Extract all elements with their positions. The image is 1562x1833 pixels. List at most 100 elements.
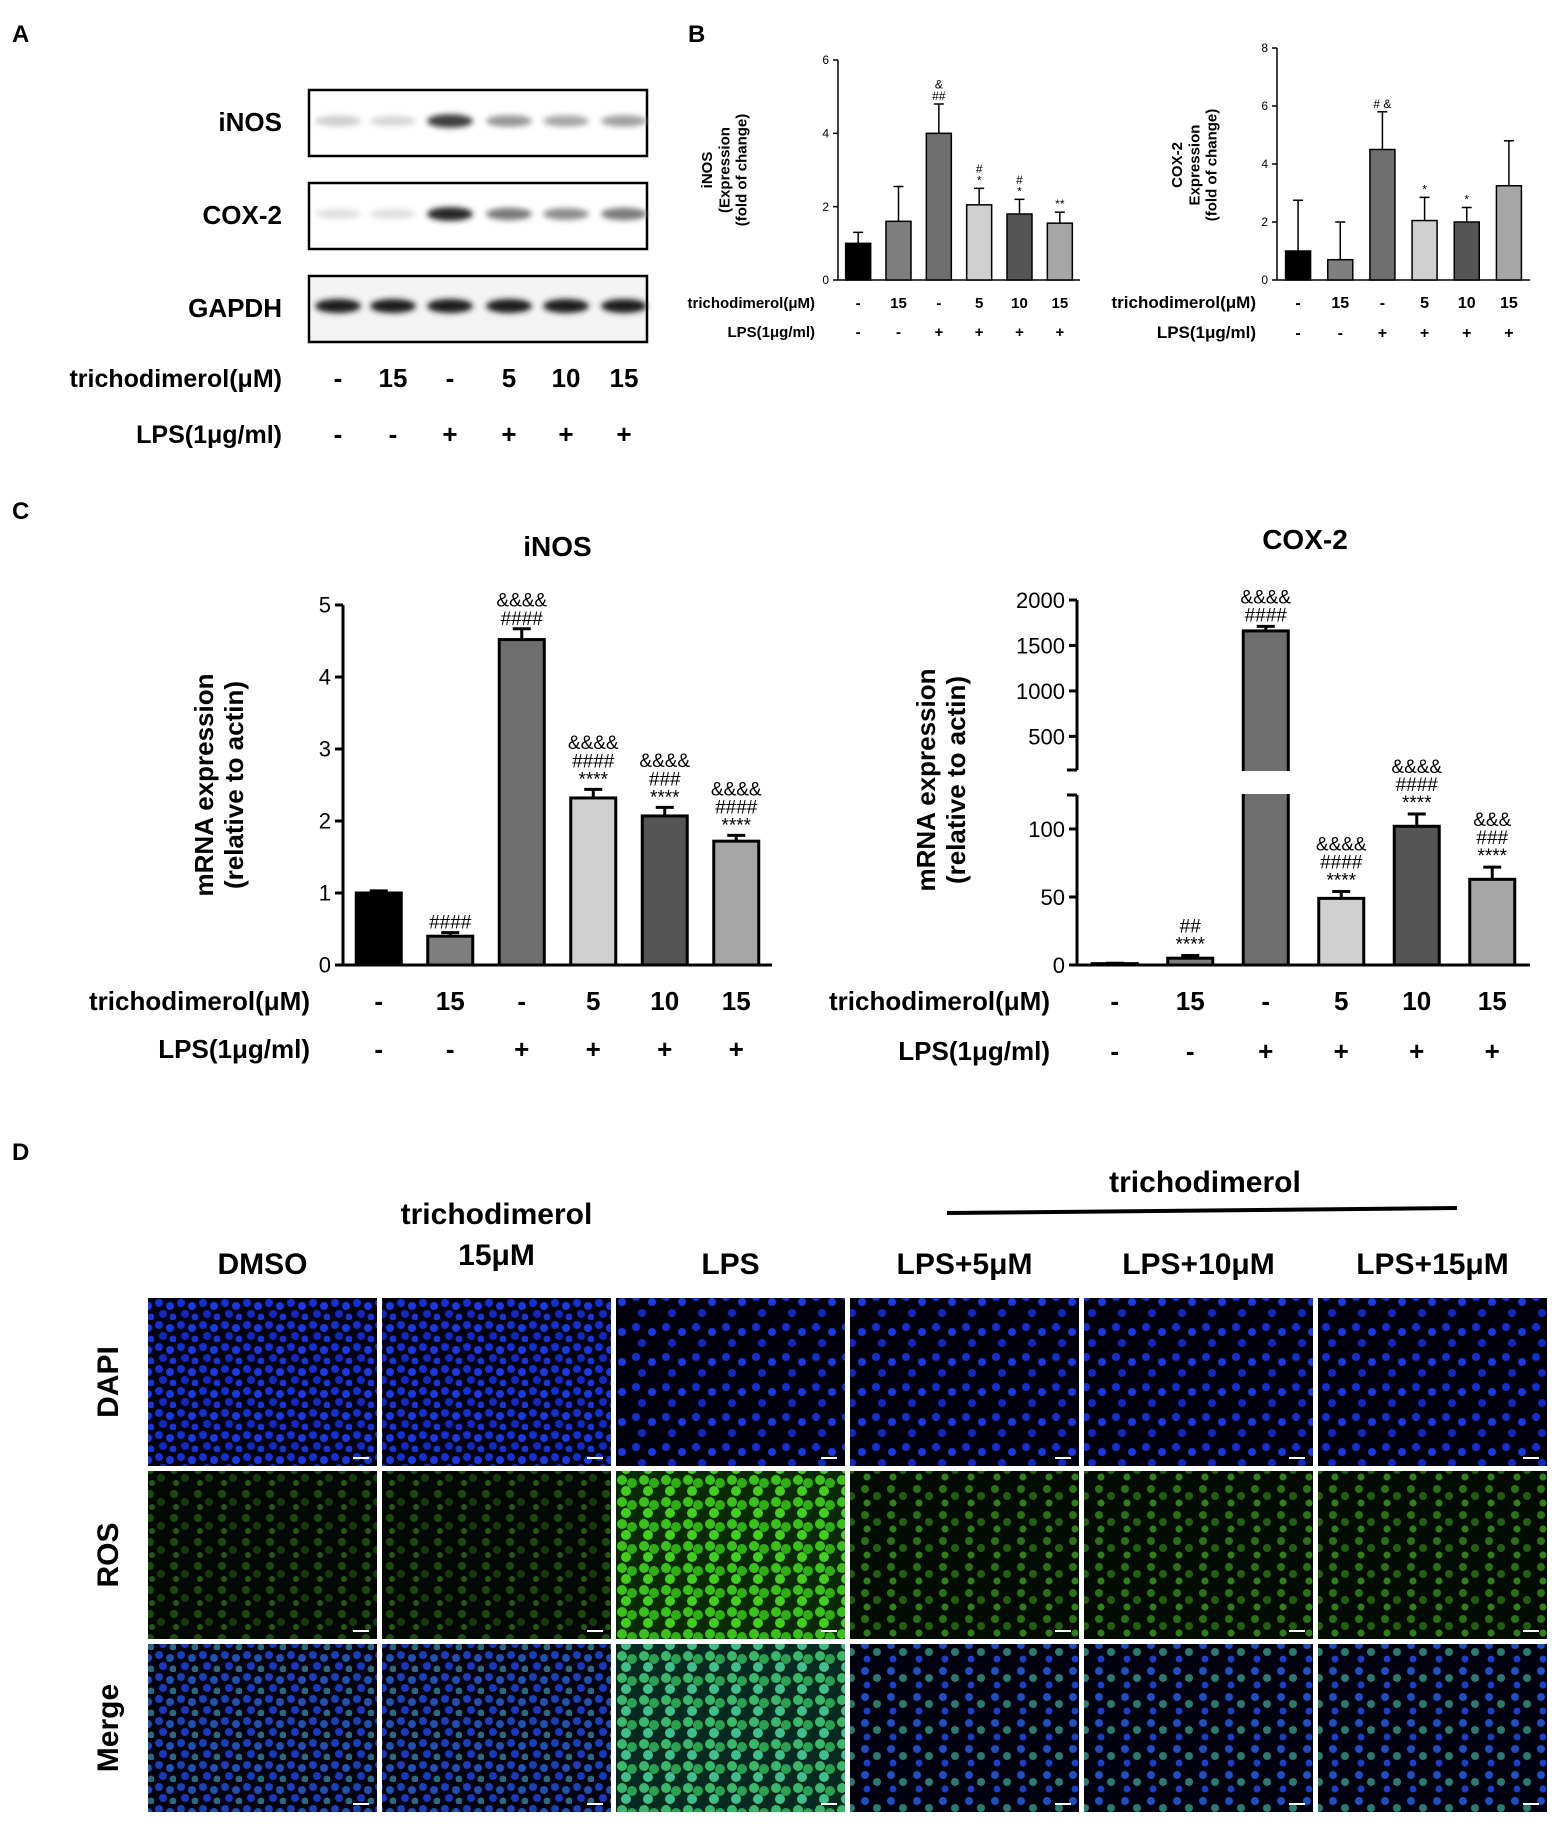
trichodimerol-dose-label: - — [446, 363, 455, 393]
micrograph-tile — [616, 1644, 845, 1812]
bar — [1468, 877, 1517, 967]
trichodimerol-dose-label: 15 — [379, 363, 408, 393]
trichodimerol-dose-label: 15 — [1051, 295, 1068, 312]
bar — [426, 934, 475, 967]
blot-cox2 — [307, 181, 649, 251]
chart-c-inos: 012345########&&&&****####&&&&****###&&&… — [189, 531, 772, 978]
row-label: DAPI — [92, 1346, 125, 1418]
micrograph-tile — [148, 1298, 377, 1466]
trichodimerol-dose-label: - — [1295, 295, 1300, 312]
micrograph-tile — [1318, 1471, 1547, 1639]
significance-label: #### — [1320, 853, 1363, 874]
y-axis-label: mRNA expression — [911, 669, 941, 892]
lps-label: + — [616, 419, 631, 449]
bar — [885, 220, 912, 281]
micrograph-tile — [850, 1471, 1079, 1639]
y-tick-label: 0 — [319, 953, 331, 978]
significance-label: **** — [1326, 871, 1356, 892]
trichodimerol-dose-label: 15 — [436, 986, 465, 1016]
significance-label: **** — [650, 787, 680, 808]
trichodimerol-dose-label: - — [856, 295, 861, 312]
trichodimerol-dose-label: 10 — [1011, 295, 1028, 312]
trichodimerol-dose-label: 5 — [502, 363, 516, 393]
blot-band — [315, 299, 361, 313]
y-tick-label: 4 — [319, 665, 331, 690]
lps-label: + — [1258, 1036, 1273, 1066]
trichodimerol-dose-label: - — [334, 363, 343, 393]
y-tick-label: 2 — [1261, 215, 1268, 229]
significance-label: &&&& — [639, 751, 690, 772]
significance-label: **** — [721, 815, 751, 836]
bar — [1369, 148, 1396, 281]
micrograph-tile — [382, 1644, 611, 1812]
column-header-line1: trichodimerol — [401, 1198, 593, 1231]
micrograph-tile — [850, 1298, 1079, 1466]
y-axis-label: Expression — [1186, 125, 1203, 206]
row-label-lps-c2: LPS(1μg/ml) — [898, 1036, 1050, 1066]
micrograph-grid — [148, 1298, 1547, 1812]
y-tick-label: 1000 — [1016, 679, 1065, 704]
lps-label: - — [1295, 325, 1300, 342]
y-axis-label: COX-2 — [1169, 142, 1186, 188]
bar-break-gap — [1240, 771, 1292, 794]
micrograph-tile — [382, 1298, 611, 1466]
row-label-lps-b2: LPS(1μg/ml) — [1157, 323, 1256, 342]
blot-band — [370, 208, 416, 220]
column-header: LPS+5μM — [897, 1248, 1033, 1281]
lps-label: - — [896, 324, 901, 341]
trichodimerol-dose-label: - — [1261, 986, 1270, 1016]
y-tick-label: 4 — [1261, 157, 1268, 171]
y-tick-label: 0 — [1261, 273, 1268, 287]
trichodimerol-dose-label: 5 — [975, 295, 983, 312]
significance-label: #### — [501, 609, 544, 630]
significance-label: ### — [649, 769, 681, 790]
trichodimerol-dose-label: 15 — [610, 363, 639, 393]
significance-label: **** — [1402, 793, 1432, 814]
trichodimerol-dose-label: - — [1380, 295, 1385, 312]
blot-inos — [307, 88, 649, 158]
micrograph-tile — [616, 1471, 845, 1639]
blot-band — [370, 115, 416, 127]
lps-label: + — [1420, 325, 1429, 342]
trichodimerol-dose-label: - — [936, 295, 941, 312]
lps-label: + — [934, 324, 943, 341]
significance-label: #### — [1245, 605, 1288, 626]
bar — [965, 204, 993, 281]
lps-label: + — [586, 1034, 601, 1064]
y-axis-label: (relative to actin) — [219, 681, 249, 889]
blot-band — [427, 207, 473, 221]
blot-label-cox2: COX-2 — [203, 200, 282, 230]
significance-label: & — [935, 78, 943, 92]
y-tick-label: 5 — [319, 593, 331, 618]
lps-label: - — [334, 419, 343, 449]
lps-label: - — [1186, 1036, 1195, 1066]
blot-band — [543, 208, 589, 220]
row-label-trichodimerol-c1: trichodimerol(μM) — [89, 986, 310, 1016]
y-tick-label: 1 — [319, 881, 331, 906]
lps-label: - — [1338, 325, 1343, 342]
bar — [1046, 222, 1074, 281]
bar — [1006, 213, 1033, 281]
y-tick-label: 50 — [1041, 885, 1065, 910]
lps-label: + — [1504, 325, 1513, 342]
micrograph-row-labels: DAPI ROS Merge — [92, 1346, 125, 1772]
bar — [844, 242, 872, 281]
trichodimerol-dose-label: - — [517, 986, 526, 1016]
significance-label: # — [1016, 173, 1023, 187]
blot-band — [486, 207, 532, 221]
lps-label: - — [389, 419, 398, 449]
condition-labels-c: - - 15 - - +5 +10 +15 + - - 15 - - +5 +10 +15 + — [374, 986, 1506, 1066]
panel-letter-c: C — [12, 498, 29, 525]
lps-label: + — [1378, 325, 1387, 342]
blot-band — [543, 299, 589, 313]
blot-gapdh — [307, 274, 649, 344]
panel-letter-b: B — [688, 21, 705, 48]
significance-label: ### — [1476, 828, 1508, 849]
bar — [1317, 896, 1366, 967]
bar — [1495, 185, 1523, 281]
significance-label: # & — [1373, 97, 1391, 111]
condition-labels-a: - - 15 - - +5 +10 +15 + — [334, 363, 639, 449]
row-label-trichodimerol-a: trichodimerol(μM) — [69, 365, 282, 393]
